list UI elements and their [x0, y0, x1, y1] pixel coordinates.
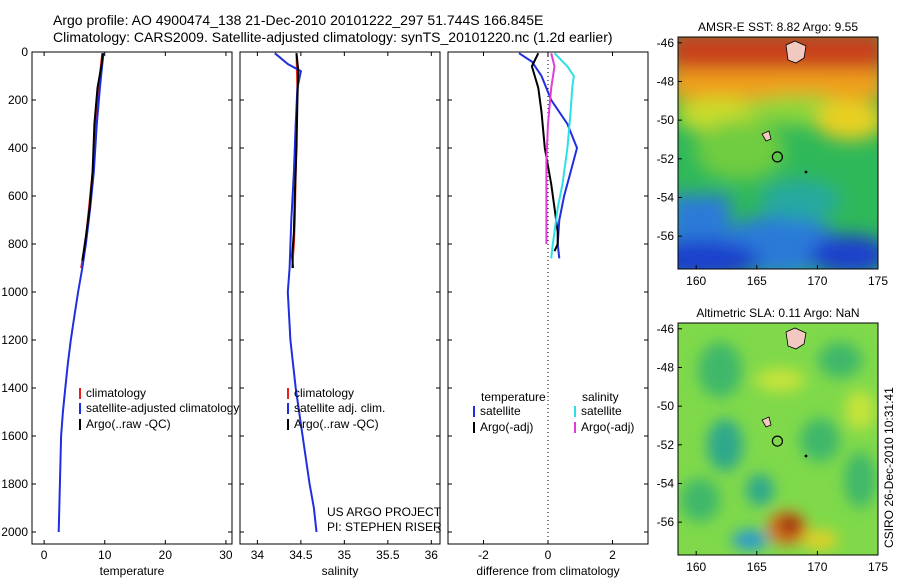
map-y-tick-label: -52 — [657, 152, 675, 166]
figure-title-line1: Argo profile: AO 4900474_138 21-Dec-2010… — [53, 12, 544, 28]
series-line — [57, 53, 105, 533]
legend-label: Argo(-adj) — [480, 420, 533, 434]
sla-title: Altimetric SLA: 0.11 Argo: NaN — [696, 306, 859, 320]
map-y-tick-label: -54 — [657, 476, 675, 490]
figure-title-line2: Climatology: CARS2009. Satellite-adjuste… — [53, 29, 613, 45]
series-line — [518, 52, 579, 259]
y-tick-label: 1000 — [1, 285, 28, 299]
sst-islet — [804, 170, 808, 174]
map-x-tick-label: 165 — [747, 560, 767, 574]
x-tick-label: 0 — [545, 548, 552, 562]
legend-label: Argo(..raw -QC) — [86, 417, 171, 431]
legend-label: satellite — [480, 404, 521, 418]
project-line1: US ARGO PROJECT — [327, 505, 442, 519]
legend-label: satellite-adjusted climatology — [86, 401, 239, 415]
legend-label: satellite — [581, 404, 622, 418]
x-tick-label: 36 — [425, 548, 439, 562]
map-y-tick-label: -46 — [657, 36, 675, 50]
map-y-tick-label: -56 — [657, 515, 675, 529]
sla-island — [761, 416, 772, 428]
y-tick-label: 2000 — [1, 525, 28, 539]
map-y-tick-label: -52 — [657, 438, 675, 452]
x-tick-label: -2 — [478, 548, 489, 562]
series-line — [550, 52, 575, 259]
sla-axes: 160 165 170 175 -46 -48 -50 -52 -54 -56 — [657, 322, 889, 574]
map-x-tick-label: 175 — [868, 560, 888, 574]
map-x-tick-label: 160 — [686, 560, 706, 574]
sla-land-mass — [785, 327, 807, 350]
y-tick-label: 800 — [8, 237, 28, 251]
map-x-tick-label: 160 — [686, 274, 706, 288]
temperature-profile-frame — [31, 51, 233, 545]
y-tick-label: 600 — [8, 189, 28, 203]
y-tick-label: 1200 — [1, 333, 28, 347]
map-y-tick-label: -50 — [657, 399, 675, 413]
series-line — [81, 53, 104, 261]
series-line — [291, 53, 300, 269]
salinity-profile-panel: 34 34.5 35 35.5 36 salinity climatologysatelli… — [239, 51, 441, 578]
map-y-tick-label: -56 — [657, 229, 675, 243]
sst-land-mass — [785, 40, 807, 64]
map-y-tick-label: -54 — [657, 190, 675, 204]
difference-profile-panel: -2 0 2 difference from climatology temperatu… — [447, 51, 649, 578]
x-tick-label: 34.5 — [289, 548, 313, 562]
sst-island — [761, 130, 772, 142]
x-axis-label: salinity — [322, 564, 359, 578]
sst-argo-marker — [771, 151, 784, 163]
project-line2: PI: STEPHEN RISER — [327, 520, 442, 534]
y-tick-label: 0 — [21, 45, 28, 59]
legend-label: climatology — [86, 386, 146, 400]
x-tick-label: 10 — [98, 548, 112, 562]
map-x-tick-label: 175 — [868, 274, 888, 288]
sst-map: 160 165 170 175 -46 -48 -50 -52 -54 -56 AMSR-E SS… — [657, 20, 889, 288]
map-x-tick-label: 165 — [747, 274, 767, 288]
y-tick-label: 1800 — [1, 477, 28, 491]
sst-title: AMSR-E SST: 8.82 Argo: 9.55 — [698, 20, 858, 34]
sla-islet — [804, 454, 808, 458]
x-tick-label: 35 — [338, 548, 352, 562]
legend-label: climatology — [294, 386, 354, 400]
map-y-tick-label: -50 — [657, 113, 675, 127]
sst-frame — [677, 36, 879, 270]
salinity-profile-frame — [239, 51, 441, 545]
x-tick-label: 34 — [251, 548, 265, 562]
y-tick-label: 1400 — [1, 381, 28, 395]
legend-label: Argo(-adj) — [581, 420, 634, 434]
sst-axes: 160 165 170 175 -46 -48 -50 -52 -54 -56 — [657, 36, 889, 288]
sla-frame — [677, 322, 879, 556]
x-axis-label: temperature — [100, 564, 165, 578]
map-x-tick-label: 170 — [807, 274, 827, 288]
sla-argo-marker — [771, 435, 784, 447]
legend-header: temperature — [481, 390, 546, 404]
x-tick-label: 20 — [159, 548, 173, 562]
y-tick-label: 1600 — [1, 429, 28, 443]
sla-map: 160 165 170 175 -46 -48 -50 -52 -54 -56 Altimetri… — [657, 306, 889, 574]
profile-panels: 0 10 20 30temperature0200400600800100012001… — [1, 45, 649, 578]
series-line — [545, 52, 556, 244]
series-line — [274, 52, 318, 533]
side-caption: CSIRO 26-Dec-2010 10:31:41 — [882, 387, 896, 548]
y-tick-label: 400 — [8, 141, 28, 155]
y-tick-label: 200 — [8, 93, 28, 107]
x-tick-label: 30 — [219, 548, 233, 562]
map-y-tick-label: -46 — [657, 322, 675, 336]
x-tick-label: 0 — [41, 548, 48, 562]
x-axis-label: difference from climatology — [476, 564, 619, 578]
legend-label: Argo(..raw -QC) — [294, 417, 379, 431]
map-y-tick-label: -48 — [657, 74, 675, 88]
map-y-tick-label: -48 — [657, 360, 675, 374]
temperature-profile-panel: 0 10 20 30 temperature 0 200 400 600 800 1000 1200 1… — [1, 45, 239, 578]
x-tick-label: 2 — [609, 548, 616, 562]
map-x-tick-label: 170 — [807, 560, 827, 574]
legend-label: satellite adj. clim. — [294, 401, 385, 415]
x-tick-label: 35.5 — [376, 548, 400, 562]
series-line — [530, 52, 559, 252]
legend-header: salinity — [582, 390, 619, 404]
